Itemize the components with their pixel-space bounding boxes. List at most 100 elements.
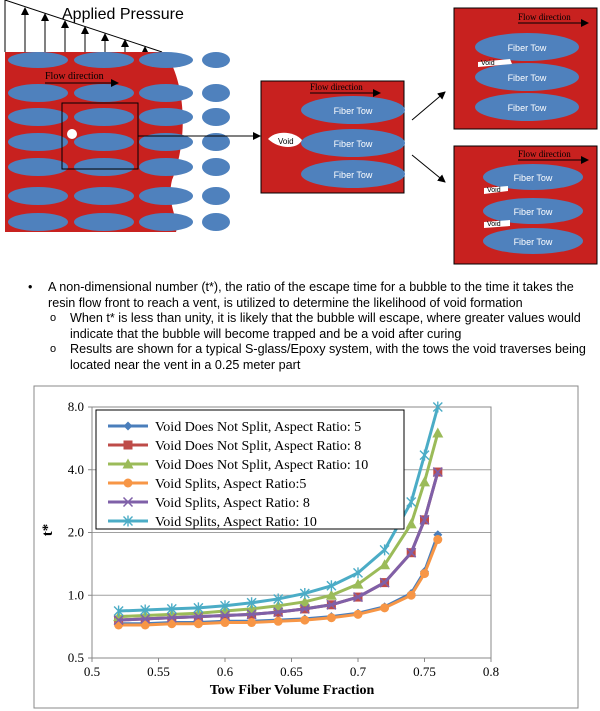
data-point: [299, 596, 311, 607]
legend-entry: Void Splits, Aspect Ratio:5: [108, 477, 306, 492]
data-point: [113, 605, 124, 617]
data-point: [326, 599, 337, 610]
y-tick-label: 2.0: [68, 525, 84, 540]
data-point: [380, 603, 390, 613]
legend-label: Void Does Not Split, Aspect Ratio: 5: [155, 420, 361, 435]
data-point: [247, 618, 257, 628]
x-axis-title: Tow Fiber Volume Fraction: [210, 683, 375, 698]
data-point: [432, 427, 444, 438]
svg-text:Fiber Tow: Fiber Tow: [334, 106, 373, 116]
svg-text:Void: Void: [278, 137, 294, 146]
tstar-chart: 0.5 1.0 2.0 4.0 8.0 0.5 0.55 0.6 0.65 0.7 0.75 0.8…: [33, 385, 579, 709]
data-point: [299, 587, 310, 599]
data-point: [273, 607, 284, 618]
x-tick-label: 0.5: [84, 664, 100, 679]
legend-entry: Void Splits, Aspect Ratio: 8: [108, 496, 310, 511]
data-point: [122, 496, 134, 508]
data-point: [114, 620, 124, 630]
data-point: [193, 619, 203, 629]
svg-text:Void: Void: [481, 60, 495, 67]
legend: Void Does Not Split, Aspect Ratio: 5 Void…: [95, 409, 405, 530]
applied-pressure-label: Applied Pressure: [62, 6, 184, 23]
fiber-tow-array: [8, 52, 230, 231]
data-point: [406, 496, 417, 508]
data-point: [123, 478, 133, 488]
svg-text:Flow direction: Flow direction: [518, 149, 571, 159]
data-point: [406, 547, 417, 558]
data-point: [273, 593, 284, 605]
svg-text:Flow direction: Flow direction: [518, 12, 571, 22]
series-4: [114, 535, 443, 630]
legend-entry: Void Does Not Split, Aspect Ratio: 5: [108, 420, 361, 435]
data-point: [419, 514, 430, 525]
data-point: [325, 589, 337, 600]
void-formation-diagram: Applied Pressure Flow direction Flow dir…: [4, 0, 598, 265]
data-point: [352, 592, 364, 603]
legend-label: Void Does Not Split, Aspect Ratio: 8: [155, 439, 361, 454]
svg-text:Fiber Tow: Fiber Tow: [508, 73, 547, 83]
data-point: [273, 616, 283, 626]
y-tick-label: 8.0: [68, 399, 84, 414]
data-point: [140, 604, 151, 616]
data-point: [299, 603, 310, 614]
data-point: [272, 600, 284, 611]
data-point: [326, 613, 336, 623]
y-tick-label: 1.0: [68, 587, 84, 602]
series-6: [113, 401, 443, 617]
data-point: [193, 602, 204, 614]
data-point: [246, 609, 257, 620]
svg-text:Fiber Tow: Fiber Tow: [514, 237, 553, 247]
data-point: [219, 610, 231, 621]
svg-text:Void: Void: [487, 187, 501, 194]
data-point: [246, 597, 257, 609]
y-tick-label: 0.5: [68, 650, 84, 665]
svg-text:Fiber Tow: Fiber Tow: [508, 43, 547, 53]
x-tick-labels: 0.5 0.55 0.6 0.65 0.7 0.75 0.8: [84, 658, 499, 679]
data-point: [352, 578, 364, 589]
svg-text:Fiber Tow: Fiber Tow: [334, 139, 373, 149]
x-tick-label: 0.75: [413, 664, 436, 679]
svg-text:Fiber Tow: Fiber Tow: [334, 170, 373, 180]
svg-text:Fiber Tow: Fiber Tow: [508, 103, 547, 113]
data-point: [353, 567, 363, 579]
series-line: [118, 406, 440, 613]
data-point: [379, 559, 391, 570]
series-line: [118, 471, 440, 622]
data-point: [432, 467, 443, 478]
data-point: [123, 421, 133, 431]
data-point: [353, 609, 363, 619]
data-point: [122, 458, 134, 469]
applied-pressure-arrows: [4, 0, 163, 54]
sub-bullet-unity: When t* is less than unity, it is likely…: [22, 311, 592, 342]
data-point: [379, 577, 390, 588]
detail-panel-bottom-right: Flow direction Fiber Tow Fiber Tow Fiber…: [453, 145, 598, 265]
data-point: [300, 615, 310, 625]
data-point: [433, 535, 443, 545]
x-tick-label: 0.7: [350, 664, 367, 679]
data-point: [406, 590, 416, 600]
svg-text:Flow direction: Flow direction: [310, 82, 363, 92]
data-point: [123, 515, 133, 527]
data-point: [166, 612, 177, 623]
data-point: [405, 518, 417, 529]
y-axis-title: t*: [40, 524, 56, 537]
data-point: [123, 440, 133, 450]
data-point: [419, 449, 430, 461]
void-bubble: [67, 129, 77, 139]
legend-entry: Void Does Not Split, Aspect Ratio: 10: [108, 458, 368, 473]
y-tick-labels: 0.5 1.0 2.0 4.0 8.0: [68, 399, 92, 665]
data-point: [166, 603, 177, 615]
data-point: [420, 569, 429, 579]
x-tick-label: 0.55: [147, 664, 170, 679]
data-point: [379, 544, 390, 556]
data-point: [140, 620, 150, 630]
detail-panel-middle: Flow direction Fiber Tow Fiber Tow Fiber…: [260, 80, 405, 194]
bullet-tstar-definition: A non-dimensional number (t*), the ratio…: [22, 280, 592, 311]
data-series: [113, 401, 444, 630]
sub-bullet-results: Results are shown for a typical S-glass/…: [22, 342, 592, 373]
legend-label: Void Does Not Split, Aspect Ratio: 10: [155, 458, 368, 473]
series-5: [113, 467, 443, 626]
x-tick-label: 0.8: [483, 664, 499, 679]
detail-panel-top-right: Flow direction Fiber Tow Fiber Tow Fiber…: [453, 7, 598, 130]
x-tick-label: 0.65: [280, 664, 303, 679]
